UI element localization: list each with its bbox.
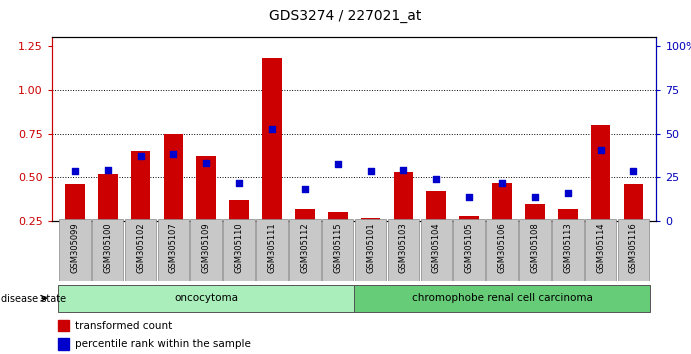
Bar xyxy=(519,219,551,281)
Bar xyxy=(65,184,85,265)
Point xyxy=(398,167,409,172)
Bar xyxy=(131,151,151,265)
Text: GSM305102: GSM305102 xyxy=(136,223,145,273)
Text: GSM305114: GSM305114 xyxy=(596,223,605,273)
Point xyxy=(562,190,574,196)
Bar xyxy=(525,204,545,265)
Bar xyxy=(361,218,381,265)
Bar xyxy=(229,200,249,265)
Text: GSM305115: GSM305115 xyxy=(333,223,342,273)
Text: GSM305104: GSM305104 xyxy=(432,223,441,273)
Bar xyxy=(58,338,68,350)
Text: GSM305105: GSM305105 xyxy=(464,223,473,273)
Bar xyxy=(92,219,124,281)
Bar xyxy=(354,219,386,281)
Text: GSM305113: GSM305113 xyxy=(563,223,572,273)
Text: GSM305107: GSM305107 xyxy=(169,223,178,273)
Text: chromophobe renal cell carcinoma: chromophobe renal cell carcinoma xyxy=(412,293,592,303)
Point xyxy=(135,153,146,158)
Bar xyxy=(558,209,578,265)
Bar xyxy=(289,219,321,281)
Point xyxy=(168,151,179,156)
Bar xyxy=(59,219,91,281)
Bar xyxy=(196,156,216,265)
Point xyxy=(496,180,507,185)
Bar xyxy=(59,285,354,312)
Bar xyxy=(191,219,222,281)
Text: GSM305116: GSM305116 xyxy=(629,223,638,273)
Text: transformed count: transformed count xyxy=(75,321,172,331)
Bar xyxy=(552,219,583,281)
Text: GSM305100: GSM305100 xyxy=(103,223,112,273)
Text: GSM305106: GSM305106 xyxy=(498,223,507,273)
Bar xyxy=(262,58,282,265)
Point xyxy=(529,194,540,200)
Bar xyxy=(492,183,512,265)
Bar xyxy=(164,133,183,265)
Text: percentile rank within the sample: percentile rank within the sample xyxy=(75,339,251,349)
Bar xyxy=(322,219,354,281)
Bar xyxy=(585,219,616,281)
Point xyxy=(628,169,639,174)
Bar xyxy=(295,209,314,265)
Point xyxy=(464,194,475,200)
Text: disease state: disease state xyxy=(1,294,66,304)
Bar xyxy=(58,320,68,331)
Bar xyxy=(125,219,156,281)
Point xyxy=(430,176,442,182)
Bar xyxy=(256,219,287,281)
Bar xyxy=(394,172,413,265)
Point xyxy=(267,126,278,132)
Text: GSM305099: GSM305099 xyxy=(70,223,79,273)
Bar xyxy=(223,219,255,281)
Bar xyxy=(460,216,479,265)
Text: GSM305110: GSM305110 xyxy=(235,223,244,273)
Point xyxy=(102,167,113,172)
Bar xyxy=(426,192,446,265)
Point xyxy=(234,180,245,185)
Point xyxy=(69,169,80,174)
Text: GSM305101: GSM305101 xyxy=(366,223,375,273)
Bar xyxy=(618,219,650,281)
Point xyxy=(201,160,212,165)
Bar xyxy=(623,184,643,265)
Bar xyxy=(158,219,189,281)
Bar xyxy=(388,219,419,281)
Bar xyxy=(354,285,650,312)
Text: GSM305109: GSM305109 xyxy=(202,223,211,273)
Text: GSM305112: GSM305112 xyxy=(301,223,310,273)
Point xyxy=(595,147,606,153)
Text: GSM305111: GSM305111 xyxy=(267,223,276,273)
Bar xyxy=(591,125,610,265)
Text: GDS3274 / 227021_at: GDS3274 / 227021_at xyxy=(269,9,422,23)
Bar xyxy=(98,174,117,265)
Text: GSM305108: GSM305108 xyxy=(531,223,540,273)
Text: GSM305103: GSM305103 xyxy=(399,223,408,273)
Point xyxy=(365,169,376,174)
Bar xyxy=(486,219,518,281)
Bar xyxy=(328,212,348,265)
Text: oncocytoma: oncocytoma xyxy=(174,293,238,303)
Bar xyxy=(421,219,452,281)
Bar xyxy=(453,219,485,281)
Point xyxy=(299,186,310,192)
Point xyxy=(332,161,343,167)
